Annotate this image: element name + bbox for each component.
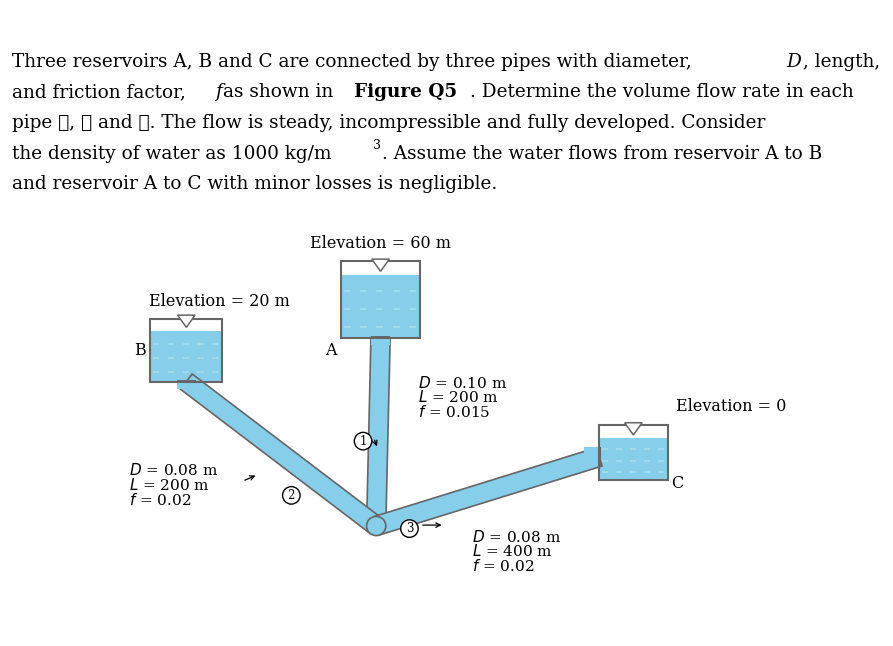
Polygon shape <box>371 259 389 271</box>
Circle shape <box>282 486 300 504</box>
Text: $f$ = 0.02: $f$ = 0.02 <box>129 492 192 508</box>
Text: f: f <box>215 83 222 101</box>
Polygon shape <box>180 374 382 534</box>
Bar <box>599 425 667 479</box>
Text: D: D <box>786 53 801 70</box>
Text: $L$ = 200 m: $L$ = 200 m <box>418 390 499 406</box>
Text: Figure Q5: Figure Q5 <box>354 83 457 101</box>
Polygon shape <box>178 315 195 328</box>
Text: and friction factor,: and friction factor, <box>13 83 192 101</box>
Text: $D$ = 0.08 m: $D$ = 0.08 m <box>472 528 562 545</box>
Text: , length,: , length, <box>803 53 886 70</box>
Bar <box>341 275 420 338</box>
Text: $D$ = 0.10 m: $D$ = 0.10 m <box>418 375 507 391</box>
Bar <box>151 331 222 382</box>
Text: $L$ = 400 m: $L$ = 400 m <box>472 543 554 559</box>
Text: 2: 2 <box>288 489 295 502</box>
Circle shape <box>401 520 418 537</box>
Text: 3: 3 <box>405 522 413 535</box>
Circle shape <box>355 432 371 450</box>
Text: Three reservoirs A, B and C are connected by three pipes with diameter,: Three reservoirs A, B and C are connecte… <box>13 53 697 70</box>
Bar <box>599 447 601 466</box>
Text: the density of water as 1000 kg/m: the density of water as 1000 kg/m <box>13 145 331 163</box>
Text: 3: 3 <box>373 140 381 152</box>
Polygon shape <box>366 338 390 526</box>
Text: Elevation = 60 m: Elevation = 60 m <box>310 235 451 252</box>
Bar <box>177 382 196 389</box>
Text: C: C <box>671 475 683 492</box>
Text: as shown in: as shown in <box>223 83 339 101</box>
Text: . Assume the water flows from reservoir A to B: . Assume the water flows from reservoir … <box>382 145 822 163</box>
Bar <box>341 261 420 338</box>
Bar <box>177 380 196 382</box>
Text: Elevation = 20 m: Elevation = 20 m <box>149 293 289 310</box>
Text: and reservoir A to C with minor losses is negligible.: and reservoir A to C with minor losses i… <box>13 175 497 193</box>
Polygon shape <box>373 448 602 535</box>
Bar <box>151 318 222 382</box>
Polygon shape <box>624 422 642 435</box>
Bar <box>371 336 390 338</box>
Bar <box>583 447 599 466</box>
Text: $f$ = 0.02: $f$ = 0.02 <box>472 558 535 574</box>
Text: $f$ = 0.015: $f$ = 0.015 <box>418 404 490 421</box>
Text: 1: 1 <box>359 435 367 448</box>
Text: pipe ①, ② and ③. The flow is steady, incompressible and fully developed. Conside: pipe ①, ② and ③. The flow is steady, inc… <box>13 114 765 132</box>
Circle shape <box>366 516 386 536</box>
Text: B: B <box>134 342 146 359</box>
Bar <box>599 439 667 479</box>
Text: $L$ = 200 m: $L$ = 200 m <box>129 477 211 493</box>
Text: $D$ = 0.08 m: $D$ = 0.08 m <box>129 462 219 478</box>
Text: Elevation = 0: Elevation = 0 <box>676 398 787 415</box>
Text: A: A <box>325 342 337 359</box>
Text: . Determine the volume flow rate in each: . Determine the volume flow rate in each <box>471 83 855 101</box>
Bar <box>371 338 390 345</box>
